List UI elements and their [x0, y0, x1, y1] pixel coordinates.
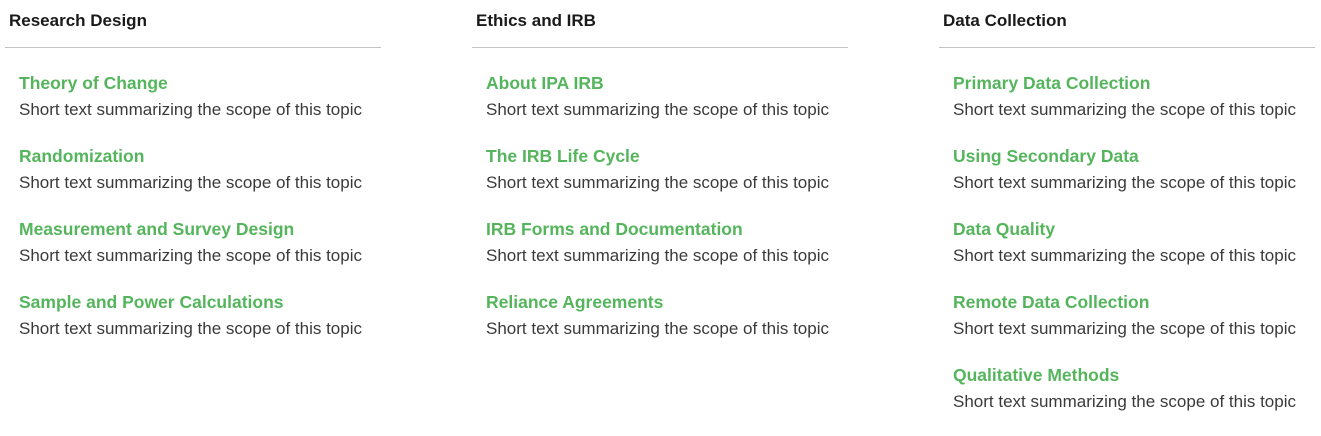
- topic-item: Using Secondary Data Short text summariz…: [953, 144, 1315, 217]
- topic-item: Measurement and Survey Design Short text…: [19, 217, 381, 290]
- topic-link-sample-and-power-calculations[interactable]: Sample and Power Calculations: [19, 292, 284, 312]
- topic-link-remote-data-collection[interactable]: Remote Data Collection: [953, 292, 1150, 312]
- column-title: Research Design: [9, 11, 147, 30]
- column-title: Ethics and IRB: [476, 11, 596, 30]
- topic-link-randomization[interactable]: Randomization: [19, 146, 145, 166]
- topic-description: Short text summarizing the scope of this…: [953, 173, 1296, 192]
- topic-item: Theory of Change Short text summarizing …: [19, 71, 381, 144]
- topic-item: Sample and Power Calculations Short text…: [19, 290, 381, 363]
- topic-description: Short text summarizing the scope of this…: [19, 173, 362, 192]
- topic-description: Short text summarizing the scope of this…: [19, 319, 362, 338]
- topic-item: Qualitative Methods Short text summarizi…: [953, 363, 1315, 436]
- topic-description: Short text summarizing the scope of this…: [486, 319, 829, 338]
- column-title: Data Collection: [943, 11, 1067, 30]
- column-divider: [939, 47, 1315, 48]
- topic-link-measurement-and-survey-design[interactable]: Measurement and Survey Design: [19, 219, 295, 239]
- topic-list: About IPA IRB Short text summarizing the…: [472, 48, 848, 363]
- column-research-design: Research Design Theory of Change Short t…: [5, 0, 381, 363]
- topic-link-qualitative-methods[interactable]: Qualitative Methods: [953, 365, 1120, 385]
- column-ethics-and-irb: Ethics and IRB About IPA IRB Short text …: [472, 0, 848, 363]
- column-data-collection: Data Collection Primary Data Collection …: [939, 0, 1315, 436]
- column-divider: [5, 47, 381, 48]
- topic-description: Short text summarizing the scope of this…: [953, 246, 1296, 265]
- topic-link-reliance-agreements[interactable]: Reliance Agreements: [486, 292, 664, 312]
- topic-list: Primary Data Collection Short text summa…: [939, 48, 1315, 436]
- topic-item: Primary Data Collection Short text summa…: [953, 71, 1315, 144]
- topic-item: Data Quality Short text summarizing the …: [953, 217, 1315, 290]
- column-divider: [472, 47, 848, 48]
- topic-link-primary-data-collection[interactable]: Primary Data Collection: [953, 73, 1151, 93]
- topic-description: Short text summarizing the scope of this…: [953, 319, 1296, 338]
- topic-link-using-secondary-data[interactable]: Using Secondary Data: [953, 146, 1139, 166]
- topic-description: Short text summarizing the scope of this…: [486, 100, 829, 119]
- topic-description: Short text summarizing the scope of this…: [486, 246, 829, 265]
- topic-description: Short text summarizing the scope of this…: [19, 100, 362, 119]
- topic-item: IRB Forms and Documentation Short text s…: [486, 217, 848, 290]
- topic-link-about-ipa-irb[interactable]: About IPA IRB: [486, 73, 604, 93]
- topic-link-theory-of-change[interactable]: Theory of Change: [19, 73, 168, 93]
- topic-item: Randomization Short text summarizing the…: [19, 144, 381, 217]
- topic-item: Remote Data Collection Short text summar…: [953, 290, 1315, 363]
- topic-item: The IRB Life Cycle Short text summarizin…: [486, 144, 848, 217]
- topic-description: Short text summarizing the scope of this…: [953, 100, 1296, 119]
- topic-link-irb-forms-and-documentation[interactable]: IRB Forms and Documentation: [486, 219, 743, 239]
- topic-item: About IPA IRB Short text summarizing the…: [486, 71, 848, 144]
- topic-description: Short text summarizing the scope of this…: [486, 173, 829, 192]
- topic-link-data-quality[interactable]: Data Quality: [953, 219, 1056, 239]
- topic-item: Reliance Agreements Short text summarizi…: [486, 290, 848, 363]
- topic-link-irb-life-cycle[interactable]: The IRB Life Cycle: [486, 146, 640, 166]
- topic-description: Short text summarizing the scope of this…: [953, 392, 1296, 411]
- topic-list: Theory of Change Short text summarizing …: [5, 48, 381, 363]
- topic-description: Short text summarizing the scope of this…: [19, 246, 362, 265]
- topic-columns: Research Design Theory of Change Short t…: [5, 0, 1315, 411]
